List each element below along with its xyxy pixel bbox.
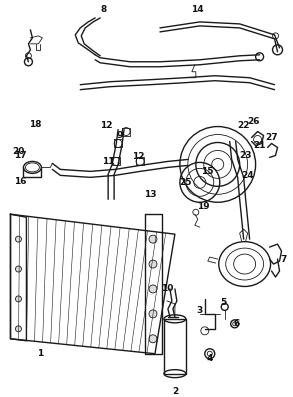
Circle shape bbox=[149, 235, 157, 243]
Circle shape bbox=[149, 285, 157, 293]
Text: 5: 5 bbox=[221, 299, 227, 307]
Text: 3: 3 bbox=[197, 306, 203, 315]
Text: 7: 7 bbox=[280, 254, 287, 264]
Text: 20: 20 bbox=[12, 147, 25, 156]
Text: 21: 21 bbox=[253, 141, 266, 150]
Text: 15: 15 bbox=[200, 167, 213, 176]
Text: 6: 6 bbox=[234, 319, 240, 328]
Text: 22: 22 bbox=[237, 121, 250, 130]
Text: 11: 11 bbox=[102, 157, 114, 166]
Circle shape bbox=[149, 310, 157, 318]
Circle shape bbox=[16, 296, 21, 302]
Text: 24: 24 bbox=[241, 171, 254, 180]
Text: 18: 18 bbox=[29, 120, 42, 129]
Text: 19: 19 bbox=[197, 202, 210, 211]
Text: 14: 14 bbox=[192, 6, 204, 14]
Circle shape bbox=[149, 260, 157, 268]
Text: 2: 2 bbox=[172, 387, 178, 396]
Text: 17: 17 bbox=[14, 151, 27, 160]
Text: 16: 16 bbox=[14, 177, 27, 186]
Bar bbox=[164, 319, 186, 374]
Text: 27: 27 bbox=[265, 133, 278, 142]
Circle shape bbox=[16, 326, 21, 332]
Circle shape bbox=[149, 335, 157, 343]
Text: 4: 4 bbox=[207, 354, 213, 363]
Circle shape bbox=[16, 236, 21, 242]
Text: 26: 26 bbox=[247, 117, 260, 126]
Text: 9: 9 bbox=[117, 131, 123, 140]
Text: 12: 12 bbox=[132, 152, 144, 161]
Text: 10: 10 bbox=[161, 285, 173, 293]
Text: 13: 13 bbox=[144, 190, 156, 199]
Text: 23: 23 bbox=[239, 151, 252, 160]
Text: 8: 8 bbox=[100, 6, 106, 14]
Text: 12: 12 bbox=[100, 121, 113, 130]
Text: 1: 1 bbox=[37, 349, 43, 358]
Circle shape bbox=[16, 266, 21, 272]
Text: 25: 25 bbox=[180, 178, 192, 187]
